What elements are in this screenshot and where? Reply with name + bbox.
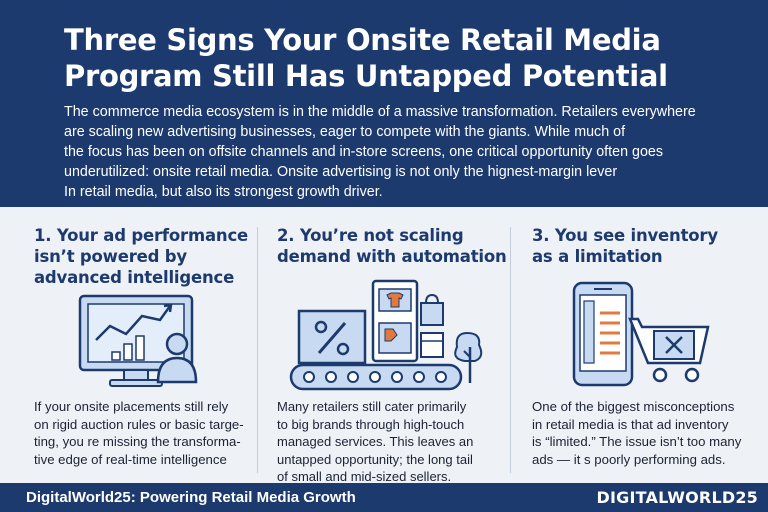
automation-conveyor-icon	[289, 279, 483, 391]
heading-line: as a limitation	[532, 247, 663, 266]
title-line: Program Still Has Untapped Potential	[64, 59, 668, 93]
body-line: in retail media is that ad inventory	[532, 416, 729, 432]
sign-description: Many retailers still cater primarily to …	[277, 398, 473, 486]
body-line: is “limited.” The issue isn’t too many	[532, 434, 742, 450]
header-banner: Three Signs Your Onsite Retail Media Pro…	[0, 0, 768, 207]
body-line: ting, you re missing the transforma-	[34, 434, 241, 450]
heading-line: 1. Your ad performance	[34, 226, 249, 245]
intro-line: In retail media, but also its strongest …	[64, 184, 383, 200]
body-line: untapped opportunity; the long tail	[277, 451, 473, 467]
title-line: Three Signs Your Onsite Retail Media	[64, 23, 661, 57]
analytics-monitor-icon	[78, 294, 198, 387]
heading-line: advanced intelligence	[34, 268, 235, 287]
sign-heading: 2. You’re not scaling demand with automa…	[277, 225, 507, 267]
column-divider	[510, 227, 511, 473]
page-title: Three Signs Your Onsite Retail Media Pro…	[64, 22, 724, 94]
body-line: ads — it s poorly performing ads.	[532, 451, 726, 467]
sign-heading: 1. Your ad performance isn’t powered by …	[34, 225, 248, 288]
heading-line: isn’t powered by	[34, 247, 187, 266]
heading-line: 2. You’re not scaling	[277, 226, 464, 245]
footer-tagline: DigitalWorld25: Powering Retail Media Gr…	[26, 489, 356, 506]
body-line: tive edge of real-time intelligence	[34, 451, 227, 467]
brand-logo-text: DIGITALWORLD25	[596, 488, 758, 507]
body-line: to big brands through high-touch	[277, 416, 465, 432]
body-line: of small and mid-sized sellers.	[277, 469, 452, 485]
sign-heading: 3. You see inventory as a limitation	[532, 225, 718, 267]
signs-section: 1. Your ad performance isn’t powered by …	[0, 207, 768, 486]
intro-line: The commerce media ecosystem is in the m…	[64, 104, 696, 120]
sign-card-3: 3. You see inventory as a limitation One…	[512, 207, 768, 483]
intro-line: underutilized: onsite retail media. Onsi…	[64, 164, 618, 180]
body-line: managed services. This leaves an	[277, 434, 474, 450]
intro-line: are scaling new advertising businesses, …	[64, 124, 626, 140]
intro-paragraph: The commerce media ecosystem is in the m…	[64, 102, 744, 202]
sign-card-1: 1. Your ad performance isn’t powered by …	[0, 207, 256, 483]
footer-bar: DigitalWorld25: Powering Retail Media Gr…	[0, 483, 768, 512]
sign-card-2: 2. You’re not scaling demand with automa…	[259, 207, 509, 486]
sign-description: If your onsite placements still rely on …	[34, 398, 244, 468]
body-line: Many retailers still cater primarily	[277, 399, 467, 414]
mobile-cart-icon	[572, 281, 710, 387]
body-line: on rigid auction rules or basic targe-	[34, 416, 244, 432]
column-divider	[257, 227, 258, 473]
heading-line: demand with automation	[277, 247, 507, 266]
heading-line: 3. You see inventory	[532, 226, 718, 245]
sign-description: One of the biggest misconceptions in ret…	[532, 398, 741, 468]
body-line: If your onsite placements still rely	[34, 399, 229, 414]
intro-line: the focus has been on offsite channels a…	[64, 144, 663, 160]
body-line: One of the biggest misconceptions	[532, 399, 735, 414]
